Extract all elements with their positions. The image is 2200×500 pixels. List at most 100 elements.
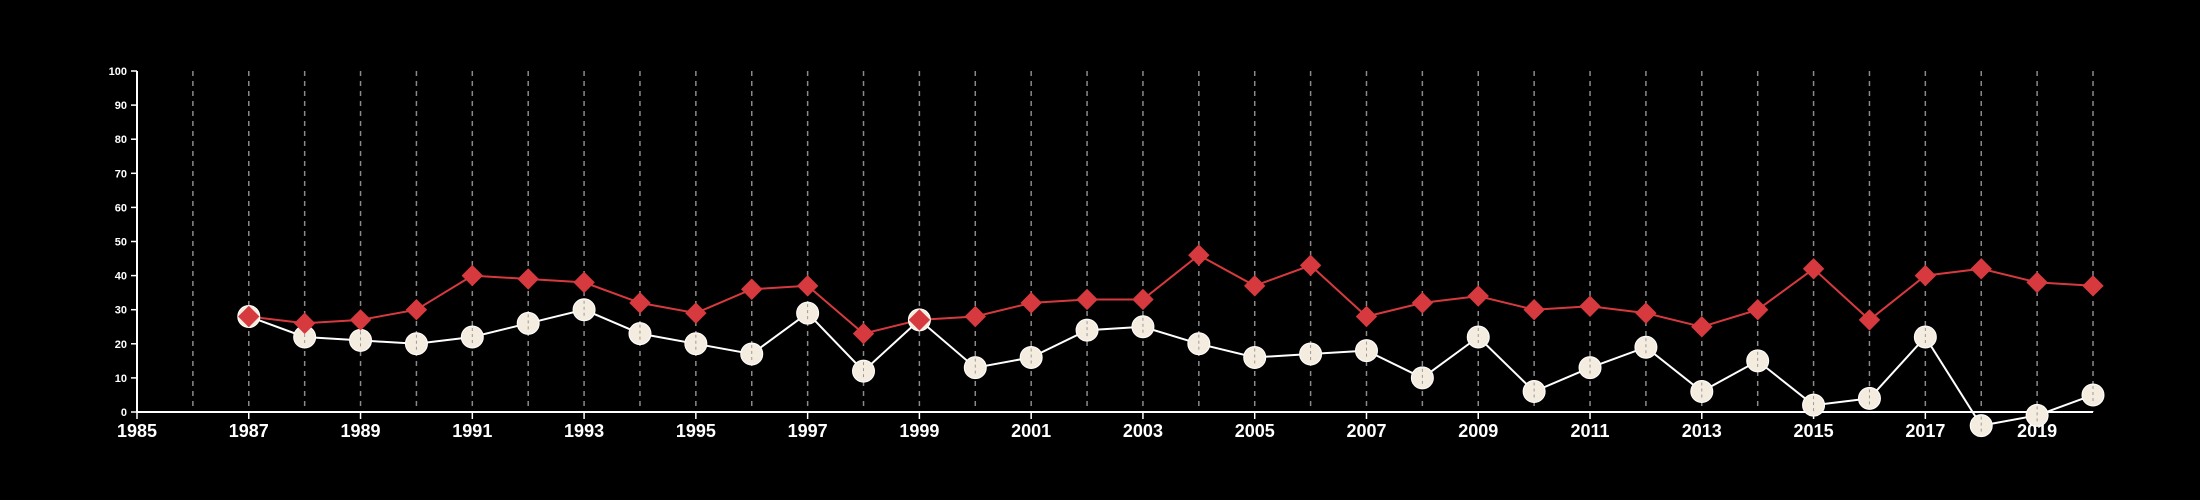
- circle-marker: [1131, 315, 1155, 339]
- circle-marker: [2081, 383, 2105, 407]
- x-tick-label: 2013: [1682, 421, 1722, 441]
- x-tick-label: 1993: [564, 421, 604, 441]
- circle-marker: [1243, 345, 1267, 369]
- diamond-marker: [1132, 288, 1154, 311]
- y-tick-label: 30: [115, 305, 127, 317]
- axes: 0 10 20 30 40 50 60 70 80 90 100 1985 1987 1989 1991 19…: [109, 66, 2093, 441]
- circle-marker: [1634, 335, 1658, 359]
- circle-marker: [1522, 380, 1546, 404]
- diamond-marker: [741, 278, 763, 300]
- y-tick-label: 60: [115, 202, 127, 214]
- diamond-marker: [573, 271, 595, 294]
- x-tick-label: 2019: [2017, 421, 2057, 441]
- circle-marker: [740, 342, 764, 366]
- series-lines: [248, 253, 2094, 427]
- diamond-marker: [517, 268, 539, 290]
- y-tick-label: 50: [115, 237, 127, 249]
- circle-marker: [516, 311, 540, 335]
- diamond-marker: [964, 305, 986, 328]
- circle-marker: [1578, 356, 1602, 380]
- series-line-1: [248, 253, 2094, 335]
- x-tick-label: 2005: [1235, 421, 1275, 441]
- circle-marker: [796, 301, 820, 325]
- diamond-marker: [1020, 292, 1042, 314]
- diamond-marker: [1579, 295, 1601, 317]
- diamond-marker: [1746, 298, 1769, 321]
- circle-marker: [1075, 318, 1099, 342]
- diamond-marker: [1970, 258, 1992, 280]
- circle-marker: [1746, 349, 1770, 373]
- circle-marker: [684, 332, 708, 356]
- circle-marker: [572, 298, 596, 322]
- y-tick-label: 20: [115, 339, 127, 351]
- circle-marker: [1913, 325, 1937, 349]
- diamond-marker: [908, 309, 931, 331]
- diamond-marker: [1188, 244, 1210, 266]
- circle-marker: [1802, 393, 1826, 417]
- x-tick-label: 2011: [1570, 421, 1609, 441]
- x-tick-label: 1991: [452, 421, 492, 441]
- x-tick-label: 1995: [676, 421, 716, 441]
- circle-marker: [404, 332, 428, 356]
- x-tick-label: 2007: [1346, 421, 1386, 441]
- circle-marker: [1690, 380, 1714, 404]
- diamond-marker: [1802, 258, 1825, 280]
- series-markers: [237, 244, 2105, 438]
- y-tick-label: 0: [121, 407, 127, 419]
- circle-marker: [1466, 325, 1490, 349]
- diamond-marker: [1467, 285, 1489, 307]
- circle-marker: [852, 359, 876, 383]
- diamond-marker: [293, 312, 316, 335]
- diamond-marker: [238, 305, 260, 328]
- x-tick-label: 2003: [1123, 421, 1163, 441]
- circle-marker: [1187, 332, 1211, 356]
- diamond-marker: [349, 309, 372, 331]
- x-tick-label: 1997: [788, 421, 828, 441]
- circle-marker: [1969, 414, 1993, 438]
- diamond-marker: [1635, 302, 1657, 324]
- circle-marker: [963, 356, 987, 380]
- series-line-2: [248, 308, 2094, 427]
- diamond-marker: [1691, 316, 1713, 338]
- circle-marker: [1857, 386, 1881, 410]
- diamond-marker: [2026, 271, 2048, 294]
- circle-marker: [349, 328, 373, 352]
- diamond-marker: [2082, 275, 2104, 297]
- y-tick-label: 100: [109, 66, 127, 78]
- y-tick-label: 90: [115, 100, 127, 112]
- y-tick-label: 70: [115, 168, 127, 180]
- circle-marker: [2025, 403, 2049, 427]
- diamond-marker: [852, 322, 875, 345]
- y-tick-label: 40: [115, 271, 127, 283]
- circle-marker: [1410, 366, 1434, 390]
- circle-marker: [1354, 339, 1378, 363]
- x-tick-label: 2017: [1905, 421, 1945, 441]
- diamond-marker: [1523, 298, 1545, 321]
- x-tick-label: 2009: [1458, 421, 1498, 441]
- y-tick-label: 80: [115, 134, 127, 146]
- diamond-marker: [796, 275, 819, 297]
- x-tick-label: 2015: [1794, 421, 1834, 441]
- diamond-marker: [1858, 309, 1881, 331]
- diamond-marker: [629, 292, 651, 314]
- y-tick-label: 10: [115, 373, 127, 385]
- circle-marker: [628, 322, 652, 346]
- circle-marker: [460, 325, 484, 349]
- x-tick-label: 2001: [1011, 421, 1051, 441]
- x-tick-label: 1999: [899, 421, 939, 441]
- circle-marker: [1019, 345, 1043, 369]
- diamond-marker: [1355, 305, 1378, 328]
- diamond-marker: [461, 264, 484, 287]
- diamond-marker: [405, 298, 428, 321]
- x-tick-label: 1987: [229, 421, 269, 441]
- diamond-marker: [685, 302, 707, 324]
- diamond-marker: [1914, 264, 1937, 287]
- diamond-marker: [1076, 288, 1098, 311]
- x-tick-label: 1989: [341, 421, 381, 441]
- x-tick-label: 1985: [117, 421, 157, 441]
- diamond-marker: [1411, 292, 1434, 314]
- diamond-marker: [1299, 254, 1322, 277]
- diamond-marker: [1244, 275, 1266, 297]
